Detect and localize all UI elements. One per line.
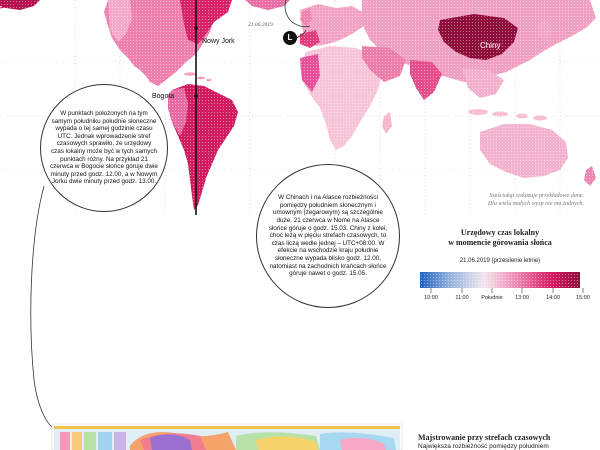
legend-date: 21.06.2019 (przesilenie letnie) xyxy=(459,258,541,264)
greenwich-circle xyxy=(284,0,311,28)
l-marker: L xyxy=(283,31,297,45)
hexagon-note: Sześciokąt wskazuje przykładowe dane. Dl… xyxy=(424,193,584,208)
legend-tick-1300: 13:00 xyxy=(515,295,529,301)
date-label: 21.06.2019 xyxy=(248,22,273,28)
legend-tick-1100: 11:00 xyxy=(455,295,469,301)
bottom-inset-map xyxy=(51,423,403,450)
bottom-box-title: Majstrowanie przy strefach czasowych xyxy=(418,433,551,442)
hexagon-note-line-2: Dla wielu małych wysp nie ma żadnych. xyxy=(487,200,584,207)
info-bubble-center: W Chinach i na Alasce rozbieżności pomię… xyxy=(256,164,400,308)
legend-title: Urzędowy czas lokalny w momencie górowan… xyxy=(430,228,570,248)
legend-tick-1400: 14:00 xyxy=(546,295,560,301)
info-bubble-left-text: W punktach położonych na tym samym połud… xyxy=(50,110,158,186)
new-york-dot xyxy=(194,26,198,30)
legend-ticks xyxy=(430,288,584,293)
legend-tick-1500: 15:00 xyxy=(576,295,590,301)
info-bubble-left: W punktach położonych na tym samym połud… xyxy=(40,84,168,212)
new-york-label: Nowy Jork xyxy=(202,38,235,45)
l-marker-text: L xyxy=(287,33,293,42)
china-label: Chiny xyxy=(480,41,501,50)
legend-title-line-2: w momencie górowania słońca xyxy=(448,238,552,247)
legend-title-line-1: Urzędowy czas lokalny xyxy=(460,228,540,237)
bottom-box-text: Największa rozbieżność pomiędzy południe… xyxy=(418,443,549,450)
bogota-dot xyxy=(194,94,198,98)
marker-connector xyxy=(295,29,307,39)
top-left-arc xyxy=(0,1,31,9)
top-left-arc-dot xyxy=(28,0,32,4)
legend-tick-1000: 10:00 xyxy=(424,295,438,301)
connector-curve xyxy=(30,185,57,431)
bogota-label: Bogota xyxy=(152,93,175,100)
info-bubble-center-text: W Chinach i na Alasce rozbieżności pomię… xyxy=(268,194,388,278)
hexagon-note-line-1: Sześciokąt wskazuje przykładowe dane. xyxy=(489,193,584,199)
legend-tick-noon: Południe xyxy=(481,295,503,301)
